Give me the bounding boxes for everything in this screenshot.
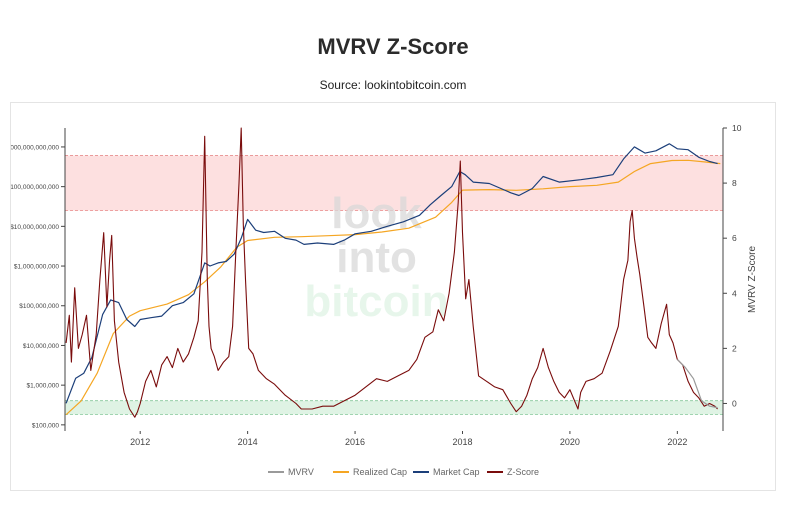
legend-label: Realized Cap [353,467,407,477]
x-axis-tick-label: 2018 [452,437,472,447]
x-axis-tick-label: 2022 [667,437,687,447]
left-axis-tick-label: $10,000,000 [23,343,60,350]
series-line-realized-cap [65,159,721,416]
left-axis-tick-label: $1,000,000 [26,383,59,390]
series-line-z-score [65,127,718,418]
page-subtitle: Source: lookintobitcoin.com [319,78,467,92]
left-axis-tick-label: $10,000,000,000 [11,224,59,231]
left-axis-tick-label: $100,000,000 [19,303,59,310]
mvrv-chart: lookintobitcoin $100,000 $1,000,000 $10,000… [5,123,758,477]
legend-label: Market Cap [433,467,480,477]
right-axis-title: MVRV Z-Score [747,246,758,313]
right-axis-tick-label: 0 [732,398,737,408]
watermark-bitcoin: bitcoin [304,277,448,326]
left-axis-tick-label: 1,000,000,000,000 [11,144,59,151]
right-axis-tick-label: 4 [732,288,737,298]
x-axis-tick-label: 2012 [130,437,150,447]
legend-label: MVRV [288,467,314,477]
right-axis-tick-label: 6 [732,233,737,243]
left-axis-tick-label: $100,000,000,000 [11,184,59,191]
left-axis-tick-label: $1,000,000,000 [14,264,60,271]
legend-label: Z-Score [507,467,539,477]
left-axis-tick-label: $100,000 [32,422,59,429]
chart-container: look into bitcoin $100,000 $1,000,000 $10,000… [5,102,776,491]
x-axis-tick-label: 2020 [560,437,580,447]
watermark-look: look [331,189,422,238]
right-axis-tick-label: 10 [732,123,742,133]
x-axis-tick-label: 2014 [238,437,258,447]
series-line-mvrv [676,358,718,409]
series-line-market-cap [65,143,718,404]
undervalued-zone [65,400,723,415]
watermark-into: into [336,233,417,282]
right-axis-tick-label: 8 [732,178,737,188]
x-axis-tick-label: 2016 [345,437,365,447]
right-axis-tick-label: 2 [732,343,737,353]
page-title: MVRV Z-Score [317,34,469,59]
